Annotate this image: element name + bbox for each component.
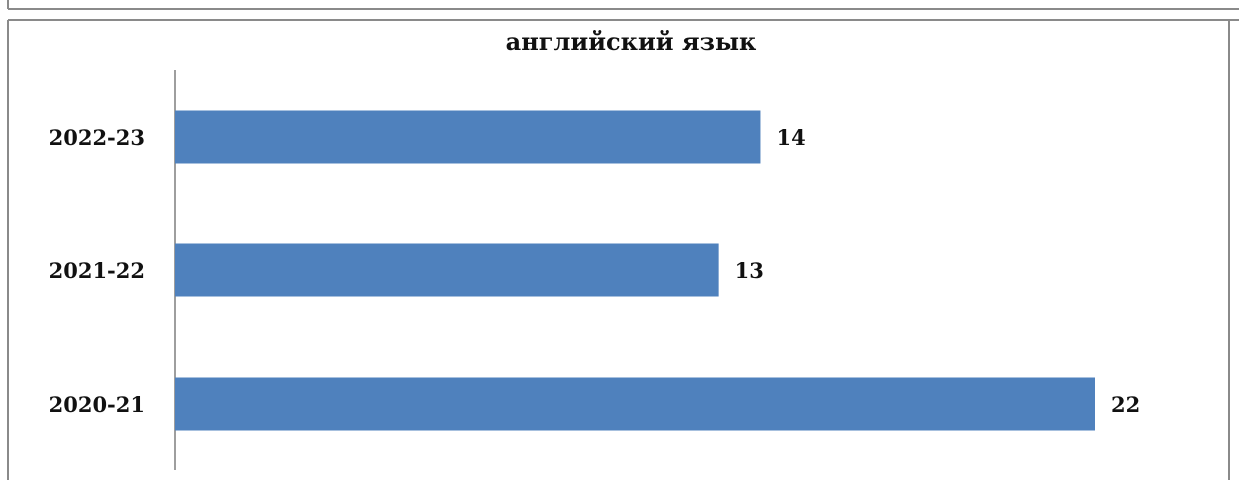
data-label-2020-21: 22 bbox=[1111, 392, 1140, 417]
data-label-2021-22: 13 bbox=[735, 258, 764, 283]
chart-title: английский язык bbox=[506, 27, 757, 56]
data-labels-group: 14 13 22 bbox=[735, 125, 1141, 417]
category-label-2020-21: 2020-21 bbox=[49, 392, 145, 417]
bars-group bbox=[175, 110, 1095, 431]
bar-2021-22 bbox=[175, 243, 719, 297]
bar-2020-21 bbox=[175, 377, 1095, 431]
data-label-2022-23: 14 bbox=[776, 125, 805, 150]
category-label-2022-23: 2022-23 bbox=[49, 125, 145, 150]
bar-2022-23 bbox=[175, 110, 761, 164]
category-labels-group: 2022-23 2021-22 2020-21 bbox=[49, 125, 145, 417]
category-label-2021-22: 2021-22 bbox=[49, 258, 145, 283]
